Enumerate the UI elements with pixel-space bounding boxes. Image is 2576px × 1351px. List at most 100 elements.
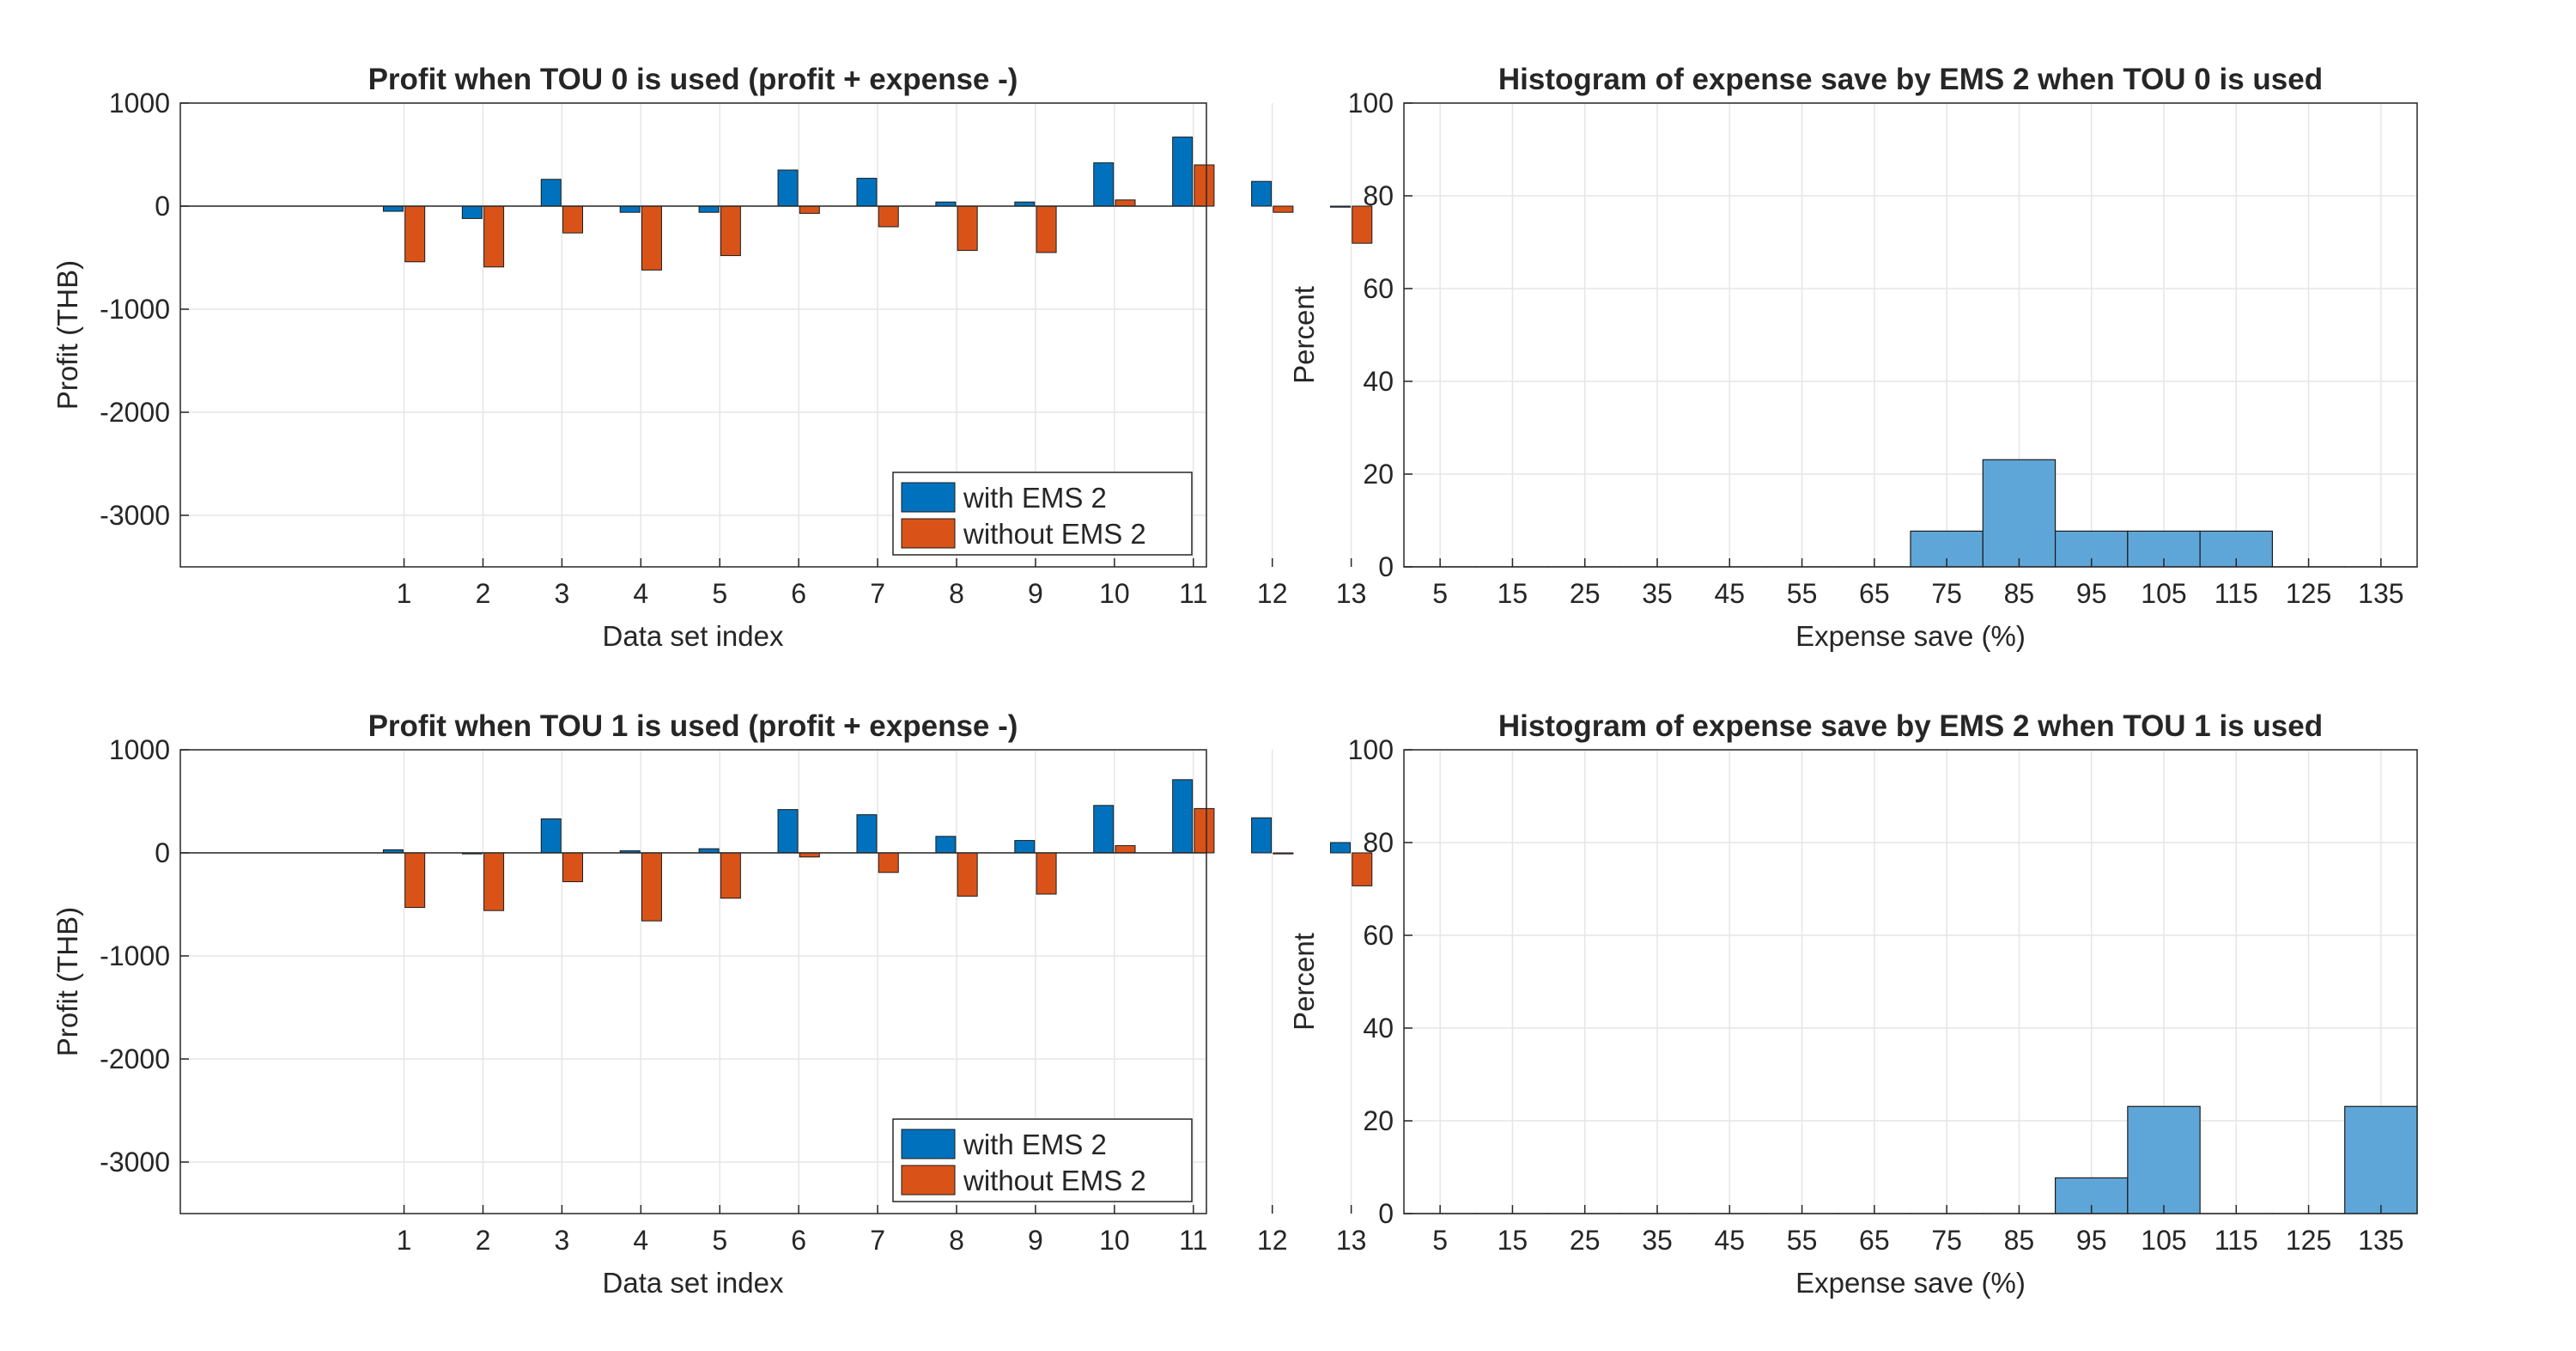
x-tick-label: 12 (1257, 1225, 1288, 1256)
x-tick-label: 12 (1257, 578, 1288, 609)
x-tick-label: 8 (949, 1225, 964, 1256)
y-tick-label: 60 (1363, 920, 1394, 951)
bar-without-ems (483, 205, 505, 268)
legend-label: with EMS 2 (963, 482, 1107, 514)
chart-tou1-profit: Profit when TOU 1 is used (profit + expe… (52, 709, 1373, 1299)
x-tick-label: 13 (1336, 578, 1367, 609)
x-tick-label: 8 (949, 578, 964, 609)
bar-without-ems (404, 205, 426, 263)
x-tick-label: 115 (2215, 1225, 2258, 1256)
y-tick-label: 1000 (109, 734, 170, 765)
x-tick-label: 105 (2141, 1225, 2186, 1256)
y-tick-label: 100 (1348, 734, 1394, 765)
x-axis-label: Data set index (603, 1267, 784, 1299)
bar-without-ems (799, 205, 820, 214)
y-tick-label: 80 (1363, 827, 1394, 858)
x-tick-label: 11 (1179, 1225, 1207, 1256)
x-tick-label: 7 (870, 578, 885, 609)
bar-with-ems (856, 814, 878, 854)
axes-frame (1403, 102, 2418, 568)
bar-with-ems (540, 818, 562, 854)
bar-without-ems (483, 852, 505, 911)
x-tick-label: 15 (1498, 578, 1528, 609)
x-tick-label: 3 (555, 578, 570, 609)
x-tick-label: 135 (2358, 1225, 2403, 1256)
bar-with-ems (777, 809, 799, 854)
bar-with-ems (1330, 205, 1351, 208)
x-tick-label: 5 (1432, 578, 1448, 609)
x-tick-label: 10 (1099, 578, 1130, 609)
y-axis-label: Profit (THB) (52, 260, 83, 410)
bar-without-ems (641, 852, 662, 922)
y-tick-label: -2000 (100, 397, 170, 428)
x-tick-label: 5 (712, 1225, 727, 1256)
x-tick-label: 105 (2141, 578, 2186, 609)
bar-with-ems (1093, 805, 1115, 854)
bar-with-ems (856, 178, 878, 207)
bar-without-ems (957, 852, 978, 897)
x-tick-label: 2 (476, 578, 491, 609)
bar-without-ems (1273, 852, 1294, 855)
x-tick-label: 85 (2004, 1225, 2035, 1256)
x-tick-label: 4 (633, 578, 648, 609)
bar-with-ems (382, 205, 404, 212)
x-tick-label: 11 (1179, 578, 1207, 609)
histogram-bar (2127, 1105, 2201, 1214)
x-tick-label: 95 (2076, 578, 2107, 609)
legend: with EMS 2 without EMS 2 (892, 472, 1193, 556)
x-tick-label: 4 (633, 1225, 648, 1256)
x-tick-label: 6 (791, 578, 806, 609)
bar-with-ems (1330, 842, 1351, 854)
axes-frame (179, 749, 1207, 1214)
x-tick-label: 5 (712, 578, 727, 609)
y-tick-label: 60 (1363, 273, 1394, 304)
bar-with-ems (619, 205, 641, 213)
bar-with-ems (1093, 162, 1115, 207)
bar-without-ems (720, 852, 741, 899)
axes-frame (179, 102, 1207, 568)
x-tick-label: 125 (2286, 578, 2331, 609)
y-tick-label: 40 (1363, 366, 1394, 397)
y-tick-label: 20 (1363, 459, 1394, 490)
y-tick-label: 80 (1363, 180, 1394, 211)
bar-with-ems (540, 179, 562, 207)
y-tick-label: -1000 (100, 940, 170, 971)
x-tick-label: 35 (1642, 578, 1673, 609)
x-tick-label: 15 (1498, 1225, 1528, 1256)
x-tick-label: 45 (1714, 578, 1745, 609)
x-tick-label: 13 (1336, 1225, 1367, 1256)
x-tick-label: 115 (2215, 578, 2258, 609)
bar-without-ems (562, 205, 584, 234)
x-tick-label: 35 (1642, 1225, 1673, 1256)
x-tick-label: 1 (397, 1225, 412, 1256)
y-axis-label: Percent (1288, 933, 1320, 1031)
x-tick-label: 65 (1859, 1225, 1890, 1256)
bar-without-ems (562, 852, 584, 883)
x-tick-label: 5 (1432, 1225, 1448, 1256)
x-tick-label: 75 (1931, 1225, 1962, 1256)
x-tick-label: 25 (1570, 578, 1601, 609)
y-tick-label: -3000 (100, 1147, 170, 1178)
x-tick-label: 6 (791, 1225, 806, 1256)
y-tick-label: -1000 (100, 294, 170, 325)
legend-swatch (901, 518, 956, 549)
x-tick-label: 3 (555, 1225, 570, 1256)
bar-without-ems (1036, 852, 1057, 895)
legend-swatch (901, 1129, 956, 1159)
histogram-bar (1982, 459, 2057, 568)
histogram-bar (2344, 1105, 2418, 1214)
bar-without-ems (878, 852, 899, 873)
x-tick-label: 95 (2076, 1225, 2107, 1256)
x-tick-label: 25 (1570, 1225, 1601, 1256)
x-tick-label: 9 (1028, 1225, 1043, 1256)
chart-title: Profit when TOU 1 is used (profit + expe… (368, 709, 1018, 743)
bar-without-ems (1115, 199, 1136, 207)
legend-swatch (901, 482, 956, 513)
plot-area (1404, 103, 2417, 567)
y-axis-label: Profit (THB) (52, 907, 83, 1056)
bar-without-ems (1194, 807, 1215, 854)
bar-with-ems (1251, 817, 1273, 854)
bar-without-ems (1115, 845, 1136, 854)
